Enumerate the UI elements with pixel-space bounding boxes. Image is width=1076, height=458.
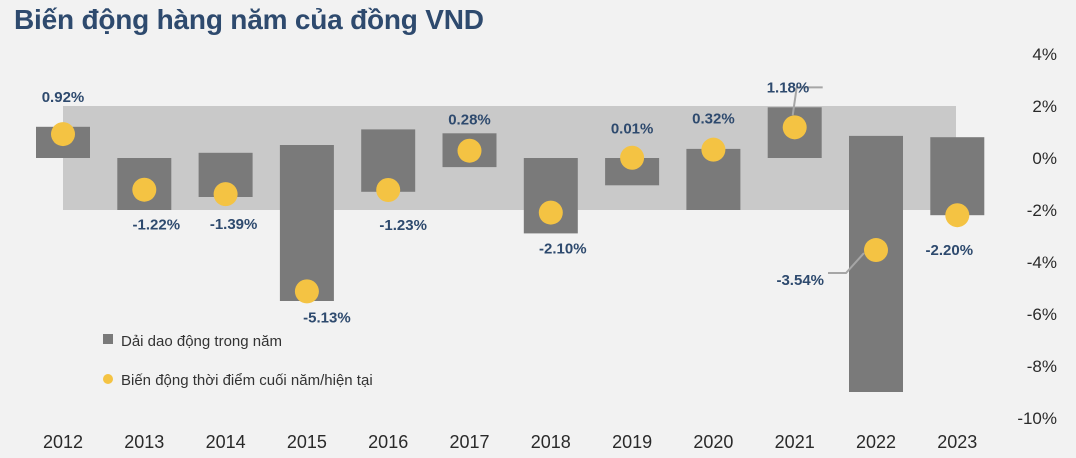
y-tick-label: -4%: [1027, 253, 1057, 272]
x-tick-label: 2020: [693, 432, 733, 452]
x-tick-label: 2019: [612, 432, 652, 452]
x-tick-label: 2023: [937, 432, 977, 452]
y-tick-label: -2%: [1027, 201, 1057, 220]
dot-2019: [620, 145, 645, 170]
data-label-2015: -5.13%: [303, 309, 351, 326]
bar-2023: [930, 137, 985, 216]
x-tick-label: 2012: [43, 432, 83, 452]
x-tick-label: 2018: [531, 432, 571, 452]
dot-2018: [538, 200, 563, 225]
data-label-2018: -2.10%: [539, 241, 587, 258]
dot-2022: [864, 238, 888, 263]
y-axis: 4% 2% 0% -2% -4% -6% -8% -10%: [1017, 45, 1057, 428]
data-label-2023: -2.20%: [926, 242, 974, 259]
x-tick-label: 2021: [775, 432, 815, 452]
data-label-2014: -1.39%: [210, 216, 258, 233]
band-rect: [63, 106, 956, 210]
x-tick-label: 2013: [124, 432, 164, 452]
data-label-2017: 0.28%: [448, 112, 491, 129]
data-labels: 0.92% -1.22% -1.39% -5.13% -1.23% 0.28% -2.10%…: [42, 79, 973, 326]
y-tick-label: 0%: [1032, 149, 1057, 168]
dot-2012: [51, 122, 75, 147]
x-axis: 2012 2013 2014 2015 2016 2017 2018 2019 2020 2021…: [43, 432, 977, 452]
y-tick-label: 4%: [1032, 45, 1057, 64]
x-tick-label: 2016: [368, 432, 408, 452]
data-label-2016: -1.23%: [379, 217, 427, 234]
dot-2020: [701, 137, 726, 162]
dot-2016: [376, 177, 401, 202]
legend: Dải dao động trong năm Biến động thời đi…: [103, 333, 373, 389]
x-tick-label: 2015: [287, 432, 327, 452]
leader-2021: [791, 86, 823, 116]
legend-dot-swatch: [103, 374, 113, 384]
x-tick-label: 2022: [856, 432, 896, 452]
data-label-2019: 0.01%: [611, 121, 654, 138]
dot-2021: [782, 115, 807, 140]
legend-bar-swatch: [103, 334, 113, 344]
dot-2023: [945, 203, 970, 228]
leader-2022: [828, 252, 865, 275]
x-tick-label: 2014: [206, 432, 246, 452]
data-label-2012: 0.92%: [42, 89, 85, 106]
y-tick-label: -6%: [1027, 305, 1057, 324]
legend-dot-label: Biến động thời điểm cuối năm/hiện tại: [121, 372, 373, 389]
dot-2013: [132, 177, 157, 202]
dot-2014: [213, 182, 238, 207]
legend-bar-label: Dải dao động trong năm: [121, 333, 282, 350]
page-title: Biến động hàng năm của đồng VND: [14, 4, 484, 35]
dot-series: [51, 115, 970, 304]
dot-2017: [457, 138, 482, 163]
bar-2015: [279, 145, 334, 301]
data-label-2022: -3.54%: [776, 272, 824, 289]
y-tick-label: -8%: [1027, 357, 1057, 376]
x-tick-label: 2017: [449, 432, 489, 452]
leader-lines: [791, 86, 865, 275]
data-label-2013: -1.22%: [133, 217, 181, 234]
range-band: [63, 106, 956, 210]
y-tick-label: -10%: [1017, 409, 1057, 428]
bar-2022: [849, 135, 903, 392]
data-label-2020: 0.32%: [692, 111, 735, 128]
y-tick-label: 2%: [1032, 97, 1057, 116]
data-label-2021: 1.18%: [767, 79, 810, 96]
dot-2015: [294, 279, 319, 304]
